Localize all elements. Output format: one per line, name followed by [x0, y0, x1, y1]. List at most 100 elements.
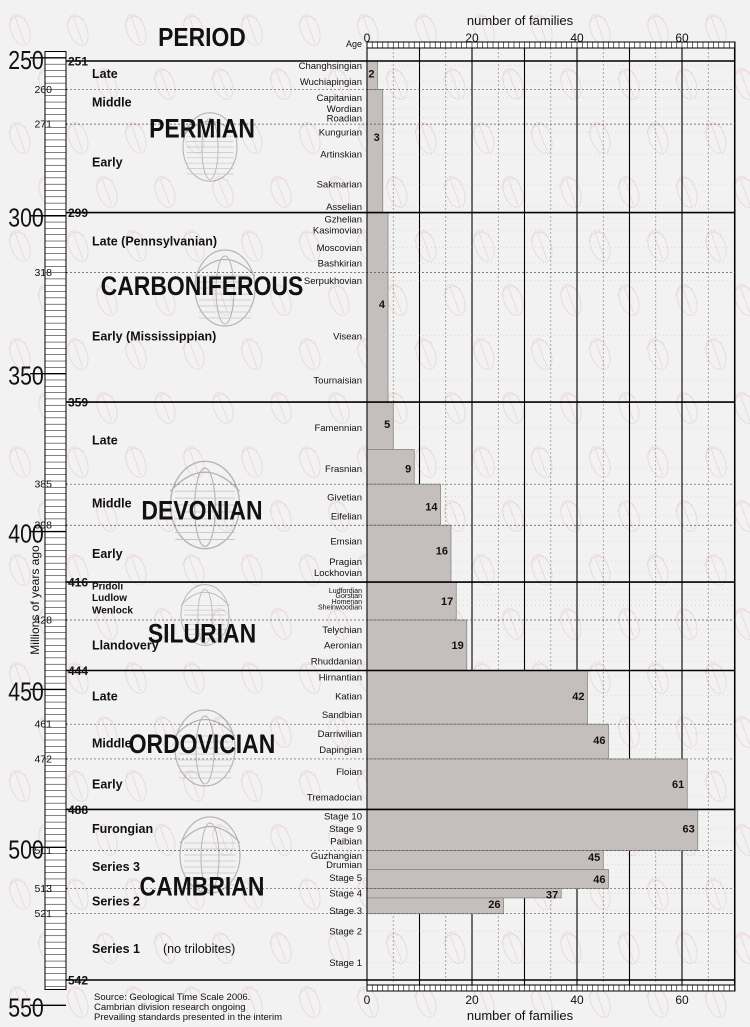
pattern-trilobite-body	[9, 554, 31, 586]
stage-name: Emsian	[330, 537, 362, 548]
pattern-trilobite	[501, 176, 524, 208]
pattern-trilobite	[327, 716, 350, 748]
pattern-trilobite-axis	[594, 16, 606, 44]
pattern-trilobite-body	[618, 716, 640, 748]
x-tick-label-bottom: 60	[675, 993, 689, 1007]
pattern-trilobite-head	[153, 501, 171, 512]
pattern-trilobite	[530, 338, 553, 370]
pattern-trilobite-axis	[246, 664, 258, 692]
pattern-trilobite-head	[8, 879, 26, 890]
epoch-boundary-age: 472	[34, 753, 52, 765]
pattern-trilobite	[530, 554, 553, 586]
pattern-trilobite	[385, 176, 408, 208]
pattern-trilobite-axis	[478, 232, 490, 260]
bar-value-label: 37	[546, 890, 558, 902]
pattern-trilobite-body	[357, 986, 379, 1018]
epoch-boundary-age: 318	[34, 267, 52, 279]
pattern-trilobite-head	[182, 15, 200, 26]
pattern-trilobite-body	[299, 878, 321, 910]
pattern-trilobite	[530, 230, 553, 262]
pattern-trilobite-body	[154, 68, 176, 100]
pattern-trilobite-axis	[362, 16, 374, 44]
pattern-trilobite-head	[240, 339, 258, 350]
pattern-trilobite-head	[327, 177, 345, 188]
period-column-header: PERIOD	[158, 24, 246, 53]
pattern-trilobite-axis	[304, 880, 316, 908]
pattern-trilobite-head	[66, 987, 84, 998]
no-trilobites-note: (no trilobites)	[163, 942, 235, 956]
source-note: Prevailing standards presented in the in…	[94, 1012, 282, 1023]
pattern-trilobite-head	[124, 771, 142, 782]
pattern-trilobite	[298, 122, 321, 154]
period-name: SILURIAN	[148, 619, 256, 649]
pattern-trilobite-body	[618, 608, 640, 640]
pattern-trilobite-head	[646, 663, 664, 674]
pattern-trilobite-axis	[652, 448, 664, 476]
pattern-trilobite-body	[473, 446, 495, 478]
pattern-trilobite-axis	[449, 70, 461, 98]
pattern-trilobite-head	[646, 231, 664, 242]
stage-name: Guzhangian	[311, 851, 362, 862]
stage-name: Serpukhovian	[304, 276, 362, 287]
trilobite-outline	[169, 460, 241, 550]
pattern-trilobite-axis	[304, 340, 316, 368]
pattern-trilobite-axis	[188, 340, 200, 368]
pattern-trilobite	[240, 878, 263, 910]
pattern-trilobite-axis	[478, 448, 490, 476]
pattern-trilobite-axis	[275, 934, 287, 962]
x-axis-title-bottom: number of families	[467, 1008, 574, 1023]
pattern-trilobite-body	[328, 716, 350, 748]
bar-families	[366, 89, 384, 213]
pattern-trilobite-axis	[710, 340, 722, 368]
period-name: ORDOVICIAN	[129, 729, 276, 759]
pattern-trilobite-body	[328, 392, 350, 424]
pattern-trilobite-axis	[14, 232, 26, 260]
pattern-trilobite	[472, 554, 495, 586]
pattern-trilobite-axis	[333, 70, 345, 98]
pattern-trilobite-body	[618, 176, 640, 208]
pattern-trilobite-body	[618, 68, 640, 100]
pattern-trilobite-axis	[275, 718, 287, 746]
pattern-trilobite-axis	[101, 934, 113, 962]
pattern-trilobite-head	[8, 771, 26, 782]
pattern-trilobite-head	[95, 501, 113, 512]
pattern-trilobite-body	[444, 932, 466, 964]
pattern-trilobite-body	[502, 176, 524, 208]
pattern-trilobite-axis	[333, 934, 345, 962]
pattern-trilobite-axis	[188, 772, 200, 800]
pattern-trilobite-axis	[246, 16, 258, 44]
pattern-trilobite-head	[298, 231, 316, 242]
period-boundary-age: 359	[68, 396, 88, 410]
pattern-trilobite-axis	[681, 394, 693, 422]
pattern-trilobite-head	[8, 987, 26, 998]
pattern-trilobite-head	[443, 501, 461, 512]
pattern-trilobite-head	[501, 609, 519, 620]
pattern-trilobite	[240, 986, 263, 1018]
pattern-trilobite-body	[125, 986, 147, 1018]
pattern-trilobite-axis	[507, 286, 519, 314]
pattern-trilobite-axis	[72, 556, 84, 584]
pattern-trilobite-axis	[594, 664, 606, 692]
pattern-trilobite-head	[269, 717, 287, 728]
pattern-trilobite-head	[617, 933, 635, 944]
pattern-trilobite-body	[183, 446, 205, 478]
pattern-trilobite-body	[270, 932, 292, 964]
pattern-trilobite-axis	[710, 772, 722, 800]
pattern-trilobite-axis	[681, 718, 693, 746]
y-tick-label: 450	[8, 677, 44, 707]
x-tick-label-bottom: 40	[570, 993, 584, 1007]
pattern-trilobite	[153, 284, 176, 316]
pattern-trilobite-head	[95, 825, 113, 836]
pattern-trilobite-head	[8, 555, 26, 566]
pattern-trilobite-head	[414, 447, 432, 458]
pattern-trilobite-body	[415, 122, 437, 154]
pattern-trilobite-head	[8, 447, 26, 458]
pattern-trilobite-body	[212, 932, 234, 964]
pattern-trilobite-head	[182, 231, 200, 242]
pattern-trilobite-head	[124, 555, 142, 566]
epoch-name: Late	[92, 433, 118, 447]
pattern-trilobite-body	[647, 230, 669, 262]
pattern-trilobite-body	[647, 446, 669, 478]
pattern-trilobite	[646, 338, 669, 370]
bar-value-label: 9	[405, 463, 411, 475]
